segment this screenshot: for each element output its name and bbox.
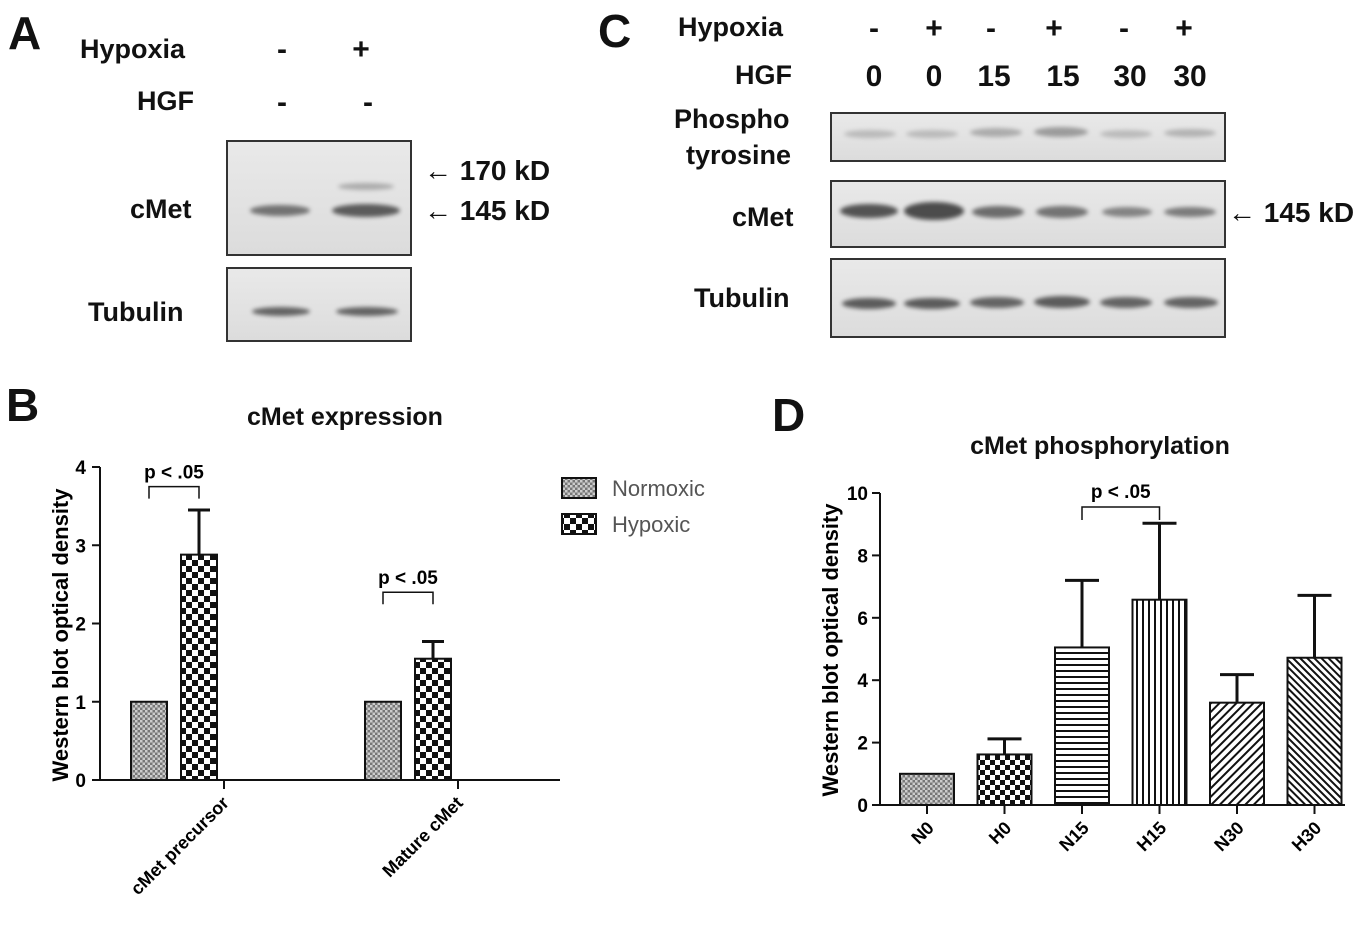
panel-c-hypoxia-value: + xyxy=(1045,12,1063,45)
chart-b-y-tick-label: 3 xyxy=(75,536,86,557)
panel-c-hgf-label: HGF xyxy=(735,60,792,90)
panel-a-cmet-blot xyxy=(226,140,412,256)
panel-d-letter: D xyxy=(772,389,806,441)
panel-c-hypoxia-value: - xyxy=(986,12,996,45)
panel-c-tubulin-blot xyxy=(830,258,1226,338)
panel-a-hypoxia-label: Hypoxia xyxy=(80,34,186,64)
panel-c-hypoxia-label: Hypoxia xyxy=(678,12,784,42)
chart-d-significance-bracket xyxy=(1081,506,1161,521)
panel-c-hgf-value: 0 xyxy=(865,60,883,93)
chart-b-title: cMet expression xyxy=(247,403,443,431)
chart-d-x-tick-label: H15 xyxy=(1133,818,1170,855)
panel-c-phospho-blot xyxy=(830,112,1226,162)
marker-145kd-a-label: 145 kD xyxy=(459,195,551,226)
chart-d-y-tick-label: 4 xyxy=(857,671,868,692)
chart-d-x-tick-label: N15 xyxy=(1055,818,1092,855)
chart-d-y-axis-label: Western blot optical density xyxy=(818,503,843,797)
panel-b-letter: B xyxy=(6,379,40,431)
marker-170kd: ← 170 kD xyxy=(424,155,551,186)
chart-d-bar xyxy=(1054,646,1110,806)
chart-d-bar xyxy=(1209,701,1265,806)
chart-b-x-tick-label: cMet precursor xyxy=(127,793,233,899)
chart-d-x-tick-label: N0 xyxy=(907,818,937,848)
panel-c-tyrosine-label: tyrosine xyxy=(686,140,792,170)
chart-b-y-tick-label: 0 xyxy=(75,771,86,792)
marker-145kd-a: ← 145 kD xyxy=(424,195,551,226)
panel-c-hgf-value: 30 xyxy=(1173,60,1207,93)
chart-b-significance-bracket xyxy=(382,591,434,605)
chart-b-legend-label: Hypoxic xyxy=(612,512,690,537)
marker-170kd-label: 170 kD xyxy=(459,155,551,186)
panel-a-tubulin-blot xyxy=(226,267,412,342)
chart-d-x-tick-label: H0 xyxy=(985,818,1015,848)
panel-a-hypoxia-value: + xyxy=(352,33,370,66)
panel-c-tubulin-label: Tubulin xyxy=(694,283,790,313)
panel-c-hypoxia-value: - xyxy=(1119,12,1129,45)
chart-b-y-tick-label: 1 xyxy=(75,693,86,714)
chart-d-title: cMet phosphorylation xyxy=(970,432,1230,460)
chart-d-bar xyxy=(899,772,955,806)
panel-c-hgf-value: 30 xyxy=(1113,60,1147,93)
chart-b-x-tick-label: Mature cMet xyxy=(378,793,466,881)
chart-d-y-tick-label: 6 xyxy=(857,609,868,630)
panel-c-hgf-value: 15 xyxy=(977,60,1011,93)
panel-c-letter: C xyxy=(598,5,632,57)
chart-d-y-tick-label: 8 xyxy=(857,546,868,567)
chart-d-bar xyxy=(1286,656,1343,806)
panel-a-hgf-value: - xyxy=(363,86,373,119)
chart-b-bar xyxy=(180,553,218,781)
panel-c-hypoxia-value: + xyxy=(1175,12,1193,45)
chart-b-annotation: p < .05 xyxy=(144,463,204,484)
chart-d: Western blot optical density 0 2 4 6 8 10 N0 H0… xyxy=(818,482,1345,855)
marker-145kd-c-label: 145 kD xyxy=(1263,197,1355,228)
panel-c-hgf-value: 0 xyxy=(925,60,943,93)
chart-b-y-tick-label: 2 xyxy=(75,615,86,636)
chart-b-legend-swatch xyxy=(561,477,597,499)
chart-d-x-tick-label: H30 xyxy=(1288,818,1325,855)
chart-b-annotation: p < .05 xyxy=(378,568,438,589)
panel-a-letter: A xyxy=(8,7,42,59)
panel-c-cmet-label: cMet xyxy=(732,202,794,232)
panel-c-hypoxia-value: + xyxy=(925,12,943,45)
chart-b-bar xyxy=(414,657,452,781)
chart-d-bar xyxy=(976,753,1033,806)
panel-c-hypoxia-value: - xyxy=(869,12,879,45)
chart-d-y-tick-label: 10 xyxy=(847,484,868,505)
panel-a-cmet-label: cMet xyxy=(130,194,192,224)
panel-a-hgf-label: HGF xyxy=(137,86,194,116)
chart-d-y-tick-label: 0 xyxy=(857,796,868,817)
chart-d-x-tick-label: N30 xyxy=(1210,818,1247,855)
panel-c-phospho-label: Phospho xyxy=(674,104,790,134)
panel-c-cmet-blot xyxy=(830,180,1226,248)
chart-b-bar xyxy=(364,700,402,781)
panel-c-hgf-value: 15 xyxy=(1046,60,1080,93)
chart-d-annotation: p < .05 xyxy=(1091,482,1151,503)
chart-b-bar xyxy=(130,700,168,781)
marker-145kd-c: ← 145 kD xyxy=(1228,197,1355,228)
chart-b-legend-label: Normoxic xyxy=(612,476,705,501)
chart-d-y-tick-label: 2 xyxy=(857,734,868,755)
chart-b: Western blot optical density 0 1 2 3 4 cMet p… xyxy=(48,458,705,899)
chart-b-y-tick-label: 4 xyxy=(75,458,86,479)
panel-a-hgf-value: - xyxy=(277,86,287,119)
chart-b-significance-bracket xyxy=(148,485,200,499)
chart-b-y-axis-label: Western blot optical density xyxy=(48,488,73,782)
chart-b-legend-swatch xyxy=(561,513,597,535)
panel-a-tubulin-label: Tubulin xyxy=(88,297,184,327)
panel-a-hypoxia-value: - xyxy=(277,33,287,66)
chart-d-bar xyxy=(1131,598,1188,806)
